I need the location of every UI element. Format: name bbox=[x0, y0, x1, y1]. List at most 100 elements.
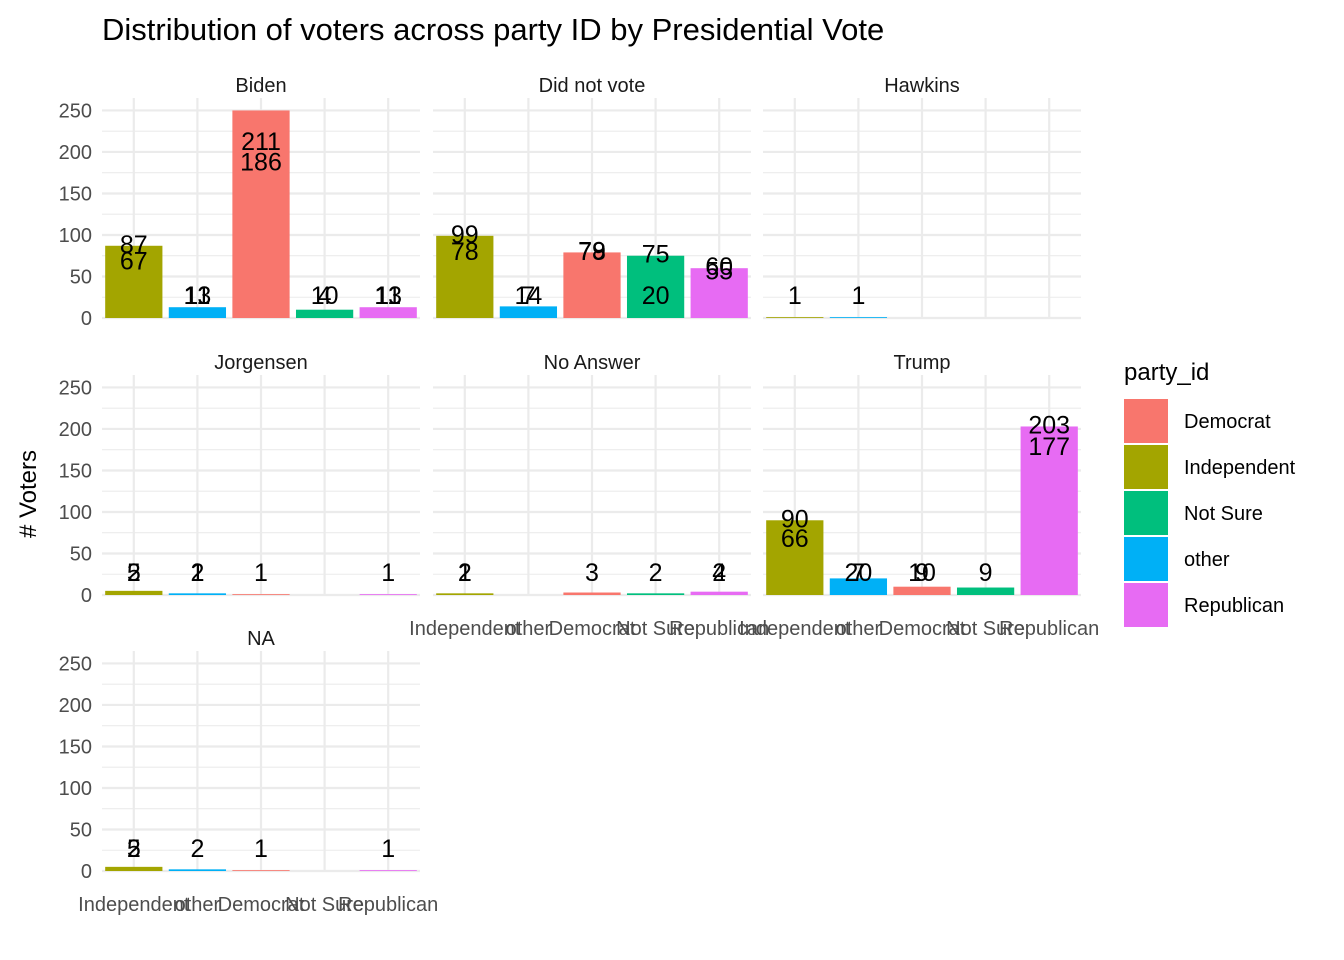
data-label: 60 bbox=[705, 253, 733, 281]
x-tick-label: Democrat bbox=[549, 618, 636, 640]
data-label: 203 bbox=[1028, 411, 1070, 439]
data-label: 14 bbox=[514, 282, 542, 310]
bar-biden-independent bbox=[105, 245, 163, 318]
facet-title-biden: Biden bbox=[235, 75, 286, 97]
data-label: 4 bbox=[318, 282, 332, 310]
legend-label-democrat: Democrat bbox=[1184, 411, 1271, 433]
y-tick-label: 100 bbox=[59, 225, 92, 247]
bar-trump-other bbox=[829, 578, 888, 595]
data-label: 211 bbox=[241, 128, 281, 156]
bar-no-answer-independent bbox=[436, 593, 494, 595]
y-tick-label: 250 bbox=[59, 377, 92, 399]
data-label: 7 bbox=[521, 282, 535, 310]
x-tick-label: Republican bbox=[338, 894, 438, 916]
y-tick-label: 50 bbox=[70, 266, 92, 288]
bar-trump-independent bbox=[766, 520, 824, 595]
x-tick-label: Independent bbox=[739, 618, 851, 640]
bar-did-not-vote-not-sure bbox=[626, 255, 685, 318]
data-label: 2 bbox=[458, 559, 472, 587]
bar-biden-republican bbox=[359, 307, 417, 318]
y-tick-label: 0 bbox=[81, 585, 92, 607]
data-label: 2 bbox=[190, 835, 204, 863]
y-tick-label: 50 bbox=[70, 543, 92, 565]
data-label: 1 bbox=[254, 835, 268, 863]
bar-jorgensen-independent bbox=[105, 590, 163, 595]
data-label: 177 bbox=[1028, 433, 1070, 461]
bar-no-answer-not-sure bbox=[626, 593, 685, 595]
data-label: 10 bbox=[311, 282, 339, 310]
y-tick-label: 0 bbox=[81, 308, 92, 330]
facet-title-did-not-vote: Did not vote bbox=[539, 75, 646, 97]
legend: party_id Democrat Independent Not Sure othe… bbox=[1124, 359, 1296, 627]
x-tick-label: other bbox=[175, 894, 221, 916]
y-tick-label: 100 bbox=[59, 502, 92, 524]
data-label: 5 bbox=[127, 835, 141, 863]
data-label: 10 bbox=[908, 559, 936, 587]
x-tick-label: Republican bbox=[999, 618, 1099, 640]
y-tick-label: 0 bbox=[81, 861, 92, 883]
data-label: 2 bbox=[127, 835, 141, 863]
bar-biden-other bbox=[168, 307, 227, 318]
data-label: 2 bbox=[712, 559, 726, 587]
bar-hawkins-independent bbox=[766, 317, 824, 318]
data-label: 87 bbox=[120, 231, 148, 259]
data-label: 78 bbox=[451, 238, 479, 266]
data-label: 9 bbox=[915, 559, 929, 587]
data-label: 186 bbox=[240, 149, 282, 177]
legend-key-democrat bbox=[1124, 399, 1168, 443]
bar-trump-not-sure bbox=[956, 587, 1015, 595]
data-label: 1 bbox=[190, 559, 204, 587]
x-tick-label: Independent bbox=[78, 894, 190, 916]
data-label: 79 bbox=[578, 237, 606, 265]
data-label: 4 bbox=[712, 559, 726, 587]
data-label: 1 bbox=[381, 835, 395, 863]
data-label: 75 bbox=[642, 241, 670, 269]
bar-biden-not-sure bbox=[295, 309, 354, 318]
data-label: 13 bbox=[183, 282, 211, 310]
data-label: 66 bbox=[781, 525, 809, 553]
bar-na-republican bbox=[359, 870, 417, 871]
x-tick-label: Not Sure bbox=[946, 618, 1025, 640]
x-tick-label: Not Sure bbox=[616, 618, 695, 640]
bar-trump-republican bbox=[1020, 426, 1078, 595]
data-label: 20 bbox=[844, 559, 872, 587]
legend-key-republican bbox=[1124, 583, 1168, 627]
y-tick-label: 100 bbox=[59, 778, 92, 800]
y-tick-label: 200 bbox=[59, 419, 92, 441]
legend-label-other: other bbox=[1184, 549, 1230, 571]
facet-title-trump: Trump bbox=[893, 352, 950, 374]
facet-title-na: NA bbox=[247, 628, 275, 650]
data-label: 67 bbox=[120, 247, 148, 275]
bar-did-not-vote-republican bbox=[690, 268, 748, 318]
data-label: 99 bbox=[451, 221, 479, 249]
x-tick-label: Not Sure bbox=[285, 894, 364, 916]
bar-did-not-vote-independent bbox=[436, 235, 494, 318]
bar-na-other bbox=[168, 869, 227, 871]
legend-label-independent: Independent bbox=[1184, 457, 1296, 479]
data-label: 55 bbox=[705, 257, 733, 285]
y-axis-label: # Voters bbox=[15, 450, 42, 538]
bar-no-answer-republican bbox=[690, 591, 748, 595]
bar-did-not-vote-other bbox=[499, 306, 558, 318]
bar-biden-democrat bbox=[232, 110, 290, 319]
data-label: 1 bbox=[851, 282, 865, 310]
bar-trump-democrat bbox=[893, 586, 951, 595]
legend-title: party_id bbox=[1124, 359, 1209, 386]
data-label: 11 bbox=[375, 282, 401, 310]
y-tick-label: 50 bbox=[70, 819, 92, 841]
y-tick-label: 150 bbox=[59, 460, 92, 482]
data-label: 9 bbox=[979, 559, 993, 587]
data-label: 1 bbox=[381, 559, 395, 587]
data-label: 1 bbox=[458, 559, 472, 587]
y-tick-label: 250 bbox=[59, 100, 92, 122]
data-label: 1 bbox=[788, 282, 802, 310]
legend-key-independent bbox=[1124, 445, 1168, 489]
x-tick-label: Republican bbox=[669, 618, 769, 640]
facet-title-no-answer: No Answer bbox=[544, 352, 641, 374]
